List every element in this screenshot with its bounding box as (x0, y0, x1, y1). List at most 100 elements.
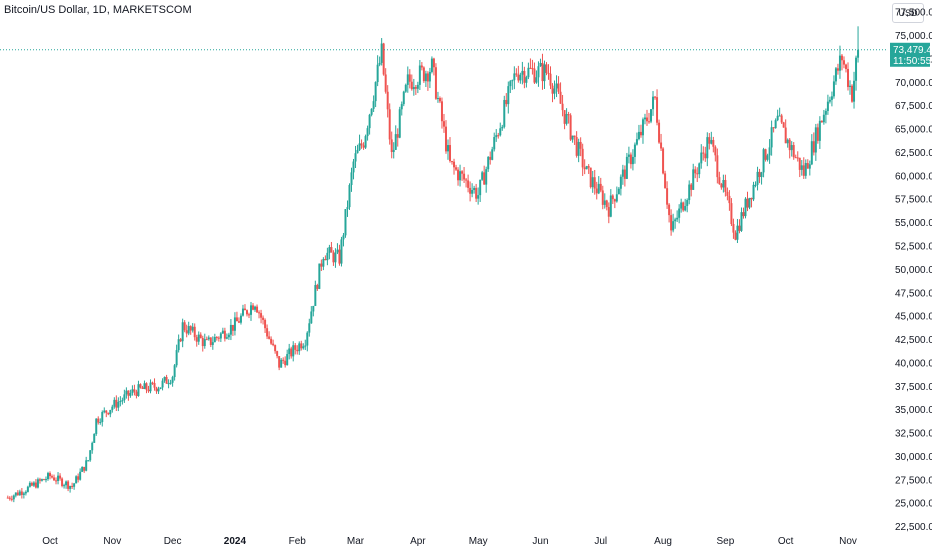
candle-body (211, 342, 214, 345)
candle-body (296, 349, 299, 352)
time-tick-label: Oct (42, 536, 58, 547)
candle-body (362, 145, 365, 148)
candle-body (565, 114, 568, 124)
candle-body (444, 126, 447, 152)
candle-body (662, 148, 665, 174)
candle-body (585, 166, 588, 170)
candle-body (414, 87, 417, 89)
candle-body (384, 74, 387, 92)
candle-body (808, 164, 811, 169)
candle-body (189, 326, 192, 331)
candle-body (446, 145, 449, 152)
candle-body (394, 134, 397, 150)
price-tick-label: 70,000.00 (895, 78, 932, 89)
candle-body (129, 393, 132, 396)
candle-body (736, 225, 739, 240)
candle-body (726, 191, 729, 196)
candle-body (489, 156, 492, 160)
candle-body (754, 184, 757, 186)
candle-body (461, 171, 464, 174)
candle-body (131, 389, 134, 394)
candle-body (688, 184, 691, 201)
candle-body (521, 70, 524, 75)
candle-body (406, 74, 409, 85)
candle-body (507, 86, 510, 105)
candle-body (396, 134, 399, 138)
candle-body (103, 410, 106, 413)
candle-body (593, 177, 596, 189)
candle-body (762, 149, 765, 173)
candle-body (420, 65, 423, 68)
candle-body (625, 156, 628, 179)
candle-body (412, 87, 415, 90)
candle-body (264, 319, 267, 329)
candle-body (855, 57, 858, 81)
candle-body (75, 476, 78, 484)
candle-body (79, 471, 82, 480)
time-axis[interactable]: Oct Nov Dec 2024 Feb Mar Apr May Jun Jul Aug Sep Oct… (42, 536, 857, 547)
candle-body (641, 119, 644, 136)
candle-body (165, 376, 168, 384)
candle-body (525, 77, 528, 83)
candle-body (575, 137, 578, 156)
price-tick-label: 57,500.00 (895, 195, 932, 206)
time-tick-label: Jul (594, 536, 607, 547)
candle-body (55, 480, 58, 482)
candle-body (704, 153, 707, 159)
price-tick-label: 52,500.00 (895, 242, 932, 253)
candle-body (28, 482, 31, 487)
candle-body (95, 418, 98, 434)
candle-body (656, 97, 659, 123)
price-tick-label: 50,000.00 (895, 265, 932, 276)
candle-body (272, 343, 275, 346)
candle-body (44, 479, 47, 481)
candle-body (6, 497, 9, 499)
candle-body (557, 83, 560, 92)
price-tick-label: 77,500.00 (895, 8, 932, 19)
candle-body (678, 208, 681, 218)
candle-body (682, 202, 685, 211)
price-tick-label: 25,000.00 (895, 499, 932, 510)
candle-body (479, 179, 482, 196)
candle-body (32, 482, 35, 486)
last-price-label: 73,479.44 (893, 45, 932, 56)
candle-body (668, 204, 671, 216)
candle-body (519, 74, 522, 81)
candle-body (195, 337, 198, 342)
candle-body (105, 410, 108, 413)
candle-body (696, 173, 699, 175)
candle-body (57, 475, 60, 481)
candle-body (475, 187, 478, 199)
candle-body (221, 330, 224, 334)
candle-body (569, 115, 572, 140)
candle-body (71, 485, 74, 487)
candle-body (742, 212, 745, 217)
candle-body (139, 384, 142, 388)
candle-body (772, 127, 775, 129)
candle-body (191, 326, 194, 331)
candle-body (615, 194, 618, 202)
candle-body (748, 197, 751, 208)
candle-body (252, 305, 255, 310)
candle-body (356, 149, 359, 154)
candle-body (380, 43, 383, 63)
candle-body (561, 103, 564, 111)
candle-body (770, 127, 773, 148)
time-tick-label: Nov (103, 536, 121, 547)
candle-body (99, 421, 102, 423)
candle-body (567, 114, 570, 116)
price-axis[interactable]: 22,500.00 25,000.00 27,500.00 30,000.00 32,5… (895, 8, 932, 533)
candle-body (376, 64, 379, 83)
candle-body (169, 382, 172, 384)
candle-body (288, 348, 291, 355)
candle-body (467, 180, 470, 188)
candle-body (330, 247, 333, 253)
candle-body (404, 84, 407, 92)
currency-button[interactable]: USD (892, 3, 924, 23)
candle-body (686, 200, 689, 206)
candle-body (73, 483, 76, 487)
candle-body (780, 115, 783, 123)
candle-body (340, 239, 343, 264)
candle-body (302, 346, 305, 349)
